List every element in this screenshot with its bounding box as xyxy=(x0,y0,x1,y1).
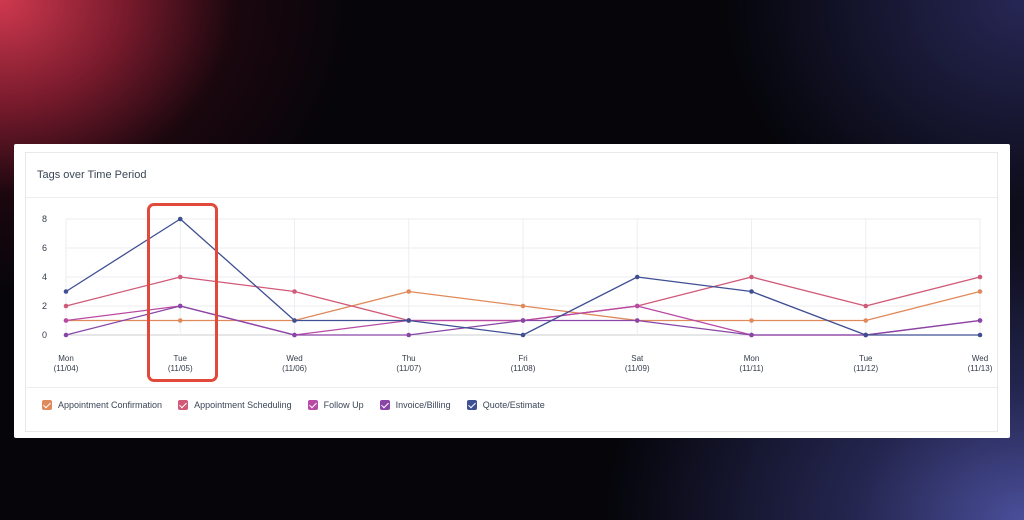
chart-panel xyxy=(25,152,998,432)
data-point xyxy=(863,332,869,338)
chart-legend: Appointment Confirmation Appointment Sche… xyxy=(42,400,561,410)
data-point xyxy=(63,303,69,309)
legend-item[interactable]: Follow Up xyxy=(307,400,364,410)
x-tick-sublabel: (11/07) xyxy=(396,364,421,373)
data-point xyxy=(177,274,183,280)
x-tick-sublabel: (11/06) xyxy=(282,364,307,373)
data-point xyxy=(634,318,640,323)
x-tick-label: Mon xyxy=(744,354,760,363)
data-point xyxy=(749,274,754,280)
data-point xyxy=(863,303,869,309)
data-point xyxy=(977,289,983,294)
data-point xyxy=(292,289,297,294)
y-tick-label: 4 xyxy=(42,272,47,282)
data-point xyxy=(977,274,983,280)
x-tick-sublabel: (11/09) xyxy=(625,364,650,373)
checkbox-icon[interactable] xyxy=(42,400,52,410)
data-point xyxy=(749,289,754,294)
x-tick-label: Tue xyxy=(174,354,188,363)
data-point xyxy=(177,216,183,222)
header-divider xyxy=(26,197,997,198)
data-point xyxy=(177,318,183,323)
legend-item[interactable]: Quote/Estimate xyxy=(466,400,545,410)
legend-item[interactable]: Invoice/Billing xyxy=(379,400,451,410)
y-tick-label: 0 xyxy=(42,330,47,340)
x-tick-sublabel: (11/05) xyxy=(168,364,193,373)
x-tick-label: Thu xyxy=(402,354,416,363)
legend-label: Appointment Scheduling xyxy=(194,400,292,410)
data-point xyxy=(177,303,183,309)
x-tick-sublabel: (11/11) xyxy=(739,364,763,373)
x-tick-label: Fri xyxy=(518,354,528,363)
legend-label: Quote/Estimate xyxy=(482,400,545,410)
legend-label: Appointment Confirmation xyxy=(58,400,163,410)
data-point xyxy=(292,332,297,338)
data-point xyxy=(63,318,69,323)
x-tick-label: Mon xyxy=(58,354,74,363)
x-tick-label: Sat xyxy=(631,354,644,363)
checkbox-icon[interactable] xyxy=(379,400,390,410)
chart-card xyxy=(14,144,1010,438)
data-point xyxy=(63,289,69,294)
x-tick-label: Wed xyxy=(972,354,988,363)
checkbox-icon[interactable] xyxy=(178,400,189,410)
x-tick-sublabel: (11/08) xyxy=(511,364,536,373)
data-point xyxy=(406,332,412,338)
data-point xyxy=(863,318,869,323)
legend-label: Invoice/Billing xyxy=(395,400,451,410)
x-tick-sublabel: (11/13) xyxy=(968,364,993,373)
data-point xyxy=(406,289,412,294)
y-tick-label: 6 xyxy=(42,243,47,253)
x-tick-sublabel: (11/12) xyxy=(853,364,878,373)
legend-item[interactable]: Appointment Scheduling xyxy=(178,400,292,410)
data-point xyxy=(977,318,983,323)
chart-title: Tags over Time Period xyxy=(37,169,147,181)
data-point xyxy=(634,303,640,309)
data-point xyxy=(749,332,754,338)
legend-label: Follow Up xyxy=(323,400,364,410)
footer-divider xyxy=(26,387,997,388)
data-point xyxy=(406,318,412,323)
legend-item[interactable]: Appointment Confirmation xyxy=(42,400,162,410)
data-point xyxy=(292,318,297,323)
data-point xyxy=(520,332,526,338)
checkbox-icon[interactable] xyxy=(307,400,318,410)
x-tick-label: Tue xyxy=(859,354,873,363)
tuesday-highlight-box xyxy=(147,203,218,382)
data-point xyxy=(520,303,526,309)
x-tick-label: Wed xyxy=(286,354,302,363)
data-point xyxy=(63,332,69,338)
data-point xyxy=(520,318,526,323)
data-point xyxy=(634,274,640,280)
checkbox-icon[interactable] xyxy=(466,400,477,410)
y-tick-label: 2 xyxy=(42,301,47,311)
x-tick-sublabel: (11/04) xyxy=(54,364,79,373)
data-point xyxy=(749,318,754,323)
data-point xyxy=(977,332,983,338)
y-tick-label: 8 xyxy=(42,214,47,224)
